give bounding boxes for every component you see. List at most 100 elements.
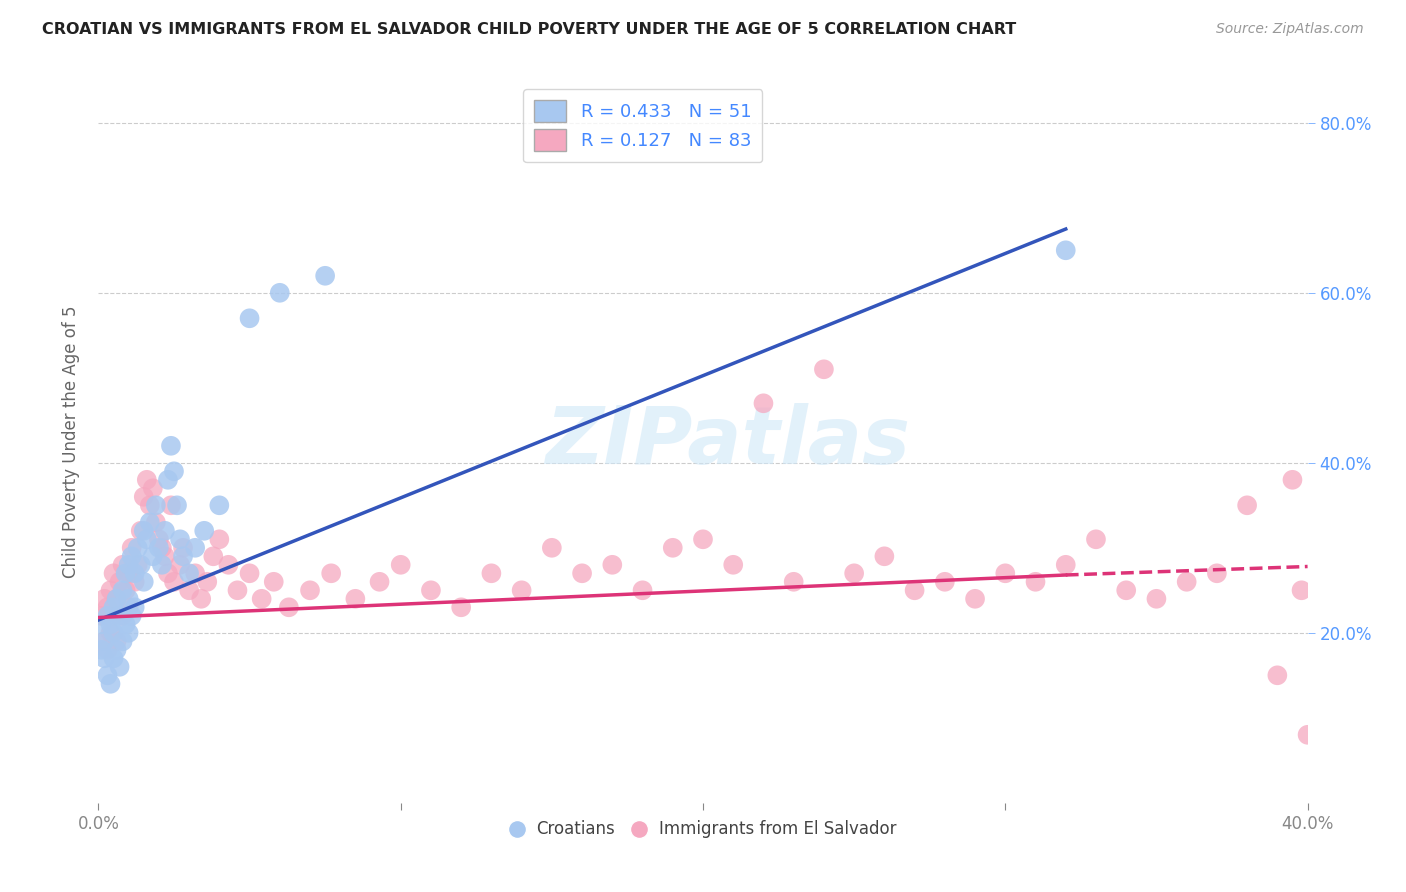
Point [179,566,201,581]
Point [90,617,112,632]
Point [481,566,503,581]
Point [105,591,128,606]
Point [169,533,191,547]
Point [156,473,179,487]
Point [172,541,194,555]
Point [263,574,285,589]
Point [1085,533,1108,547]
Point [129,524,152,538]
Point [314,268,336,283]
Point [132,490,155,504]
Point [148,541,170,555]
Point [217,558,239,572]
Point [1296,728,1319,742]
Point [118,566,141,581]
Point [127,558,149,572]
Point [661,541,683,555]
Point [321,566,343,581]
Point [96,642,118,657]
Point [160,439,183,453]
Point [132,524,155,538]
Point [1236,498,1258,512]
Point [208,498,231,512]
Point [250,591,273,606]
Point [100,677,122,691]
Point [1291,583,1313,598]
Point [1115,583,1137,598]
Point [108,660,131,674]
Point [873,549,896,564]
Point [118,600,141,615]
Point [124,600,146,615]
Point [1054,244,1077,258]
Point [571,566,593,581]
Point [100,625,122,640]
Point [121,549,143,564]
Point [103,625,125,640]
Point [450,600,472,615]
Point [368,574,391,589]
Point [153,549,176,564]
Point [96,608,118,623]
Point [150,558,173,572]
Point [1281,473,1303,487]
Point [813,362,835,376]
Text: Source: ZipAtlas.com: Source: ZipAtlas.com [1216,22,1364,37]
Point [124,566,146,581]
Point [153,524,176,538]
Point [96,668,118,682]
Point [103,608,125,623]
Point [100,617,122,632]
Point [965,591,987,606]
Point [105,634,128,648]
Point [994,566,1017,581]
Point [105,591,128,606]
Point [166,498,188,512]
Point [692,533,714,547]
Point [111,634,134,648]
Point [114,566,136,581]
Point [103,651,125,665]
Point [420,583,443,598]
Point [111,583,134,598]
Point [93,634,115,648]
Point [139,498,162,512]
Point [783,574,806,589]
Point [202,549,225,564]
Point [135,533,157,547]
Point [139,516,162,530]
Point [277,600,299,615]
Point [135,473,157,487]
Point [723,558,745,572]
Point [118,625,141,640]
Point [934,574,956,589]
Point [142,481,165,495]
Point [239,566,262,581]
Point [208,533,231,547]
Point [752,396,775,410]
Point [510,583,533,598]
Point [108,574,131,589]
Point [124,574,146,589]
Point [602,558,624,572]
Point [93,591,115,606]
Point [540,541,562,555]
Point [114,583,136,598]
Point [127,541,149,555]
Point [121,541,143,555]
Point [1144,591,1167,606]
Point [299,583,322,598]
Point [269,285,291,300]
Point [344,591,367,606]
Point [150,541,173,555]
Point [1267,668,1289,682]
Point [184,541,207,555]
Point [1175,574,1198,589]
Point [93,651,115,665]
Point [103,600,125,615]
Point [142,549,165,564]
Point [90,608,112,623]
Point [118,558,141,572]
Point [1054,558,1077,572]
Legend: Croatians, Immigrants from El Salvador: Croatians, Immigrants from El Salvador [503,814,903,845]
